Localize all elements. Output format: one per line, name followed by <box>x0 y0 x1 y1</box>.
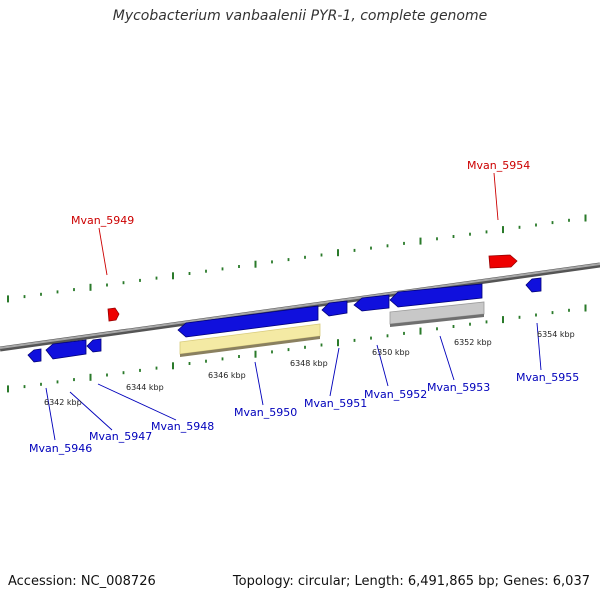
leader-Mvan_5946 <box>45 387 56 441</box>
upper-tick-track <box>7 214 587 303</box>
topology-text: Topology: circular; Length: 6,491,865 bp… <box>232 574 590 589</box>
leader-Mvan_5949 <box>98 227 108 276</box>
scale-label-6342: 6342 kbp <box>44 398 82 407</box>
rna-feature-shadow <box>180 336 320 357</box>
leader-Mvan_5955 <box>536 322 542 371</box>
reverse-genes <box>27 277 542 363</box>
leader-Mvan_5948 <box>97 383 177 421</box>
gene-Mvan_5950[interactable] <box>177 305 319 338</box>
gene-Mvan_5953[interactable] <box>389 283 483 308</box>
scale-label-6354: 6354 kbp <box>537 330 575 339</box>
gene-Mvan_5948[interactable] <box>86 338 102 353</box>
gene-Mvan_5952[interactable] <box>353 294 390 312</box>
scale-label-6346: 6346 kbp <box>208 371 246 380</box>
genome-title: Mycobacterium vanbaalenii PYR-1, complet… <box>112 8 488 24</box>
label-Mvan_5949[interactable]: Mvan_5949 <box>71 214 134 227</box>
label-Mvan_5954[interactable]: Mvan_5954 <box>467 159 530 172</box>
label-leaders <box>45 172 542 441</box>
label-Mvan_5951[interactable]: Mvan_5951 <box>304 397 367 410</box>
gene-Mvan_5955[interactable] <box>525 277 542 293</box>
genome-backbone-highlight <box>0 263 600 349</box>
leader-Mvan_5953 <box>439 335 455 381</box>
label-Mvan_5952[interactable]: Mvan_5952 <box>364 388 427 401</box>
gene-Mvan_5949[interactable] <box>107 307 120 322</box>
accession-text: Accession: NC_008726 <box>8 574 156 589</box>
label-Mvan_5955[interactable]: Mvan_5955 <box>516 371 579 384</box>
leader-Mvan_5951 <box>329 347 340 397</box>
leader-Mvan_5954 <box>493 172 499 221</box>
leader-Mvan_5950 <box>254 361 264 406</box>
grey-feature-shadow <box>390 314 484 327</box>
scale-label-6344: 6344 kbp <box>126 383 164 392</box>
gene-labels: Mvan_5949 Mvan_5954 Mvan_5946 Mvan_5947 … <box>29 159 579 455</box>
leader-Mvan_5952 <box>376 344 389 387</box>
label-Mvan_5946[interactable]: Mvan_5946 <box>29 442 92 455</box>
feature-bars <box>179 301 485 357</box>
forward-genes <box>107 254 518 322</box>
label-Mvan_5947[interactable]: Mvan_5947 <box>89 430 152 443</box>
scale-label-6348: 6348 kbp <box>290 359 328 368</box>
lower-tick-track <box>7 304 587 393</box>
gene-Mvan_5954[interactable] <box>488 254 518 269</box>
leader-Mvan_5947 <box>69 391 113 431</box>
label-Mvan_5948[interactable]: Mvan_5948 <box>151 420 214 433</box>
scale-label-6350: 6350 kbp <box>372 348 410 357</box>
scale-labels: 6342 kbp 6344 kbp 6346 kbp 6348 kbp 6350… <box>44 330 575 407</box>
gene-Mvan_5946[interactable] <box>27 348 42 363</box>
label-Mvan_5950[interactable]: Mvan_5950 <box>234 406 297 419</box>
label-Mvan_5953[interactable]: Mvan_5953 <box>427 381 490 394</box>
scale-label-6352: 6352 kbp <box>454 338 492 347</box>
gene-Mvan_5947[interactable] <box>45 339 87 360</box>
gene-Mvan_5951[interactable] <box>321 300 348 317</box>
